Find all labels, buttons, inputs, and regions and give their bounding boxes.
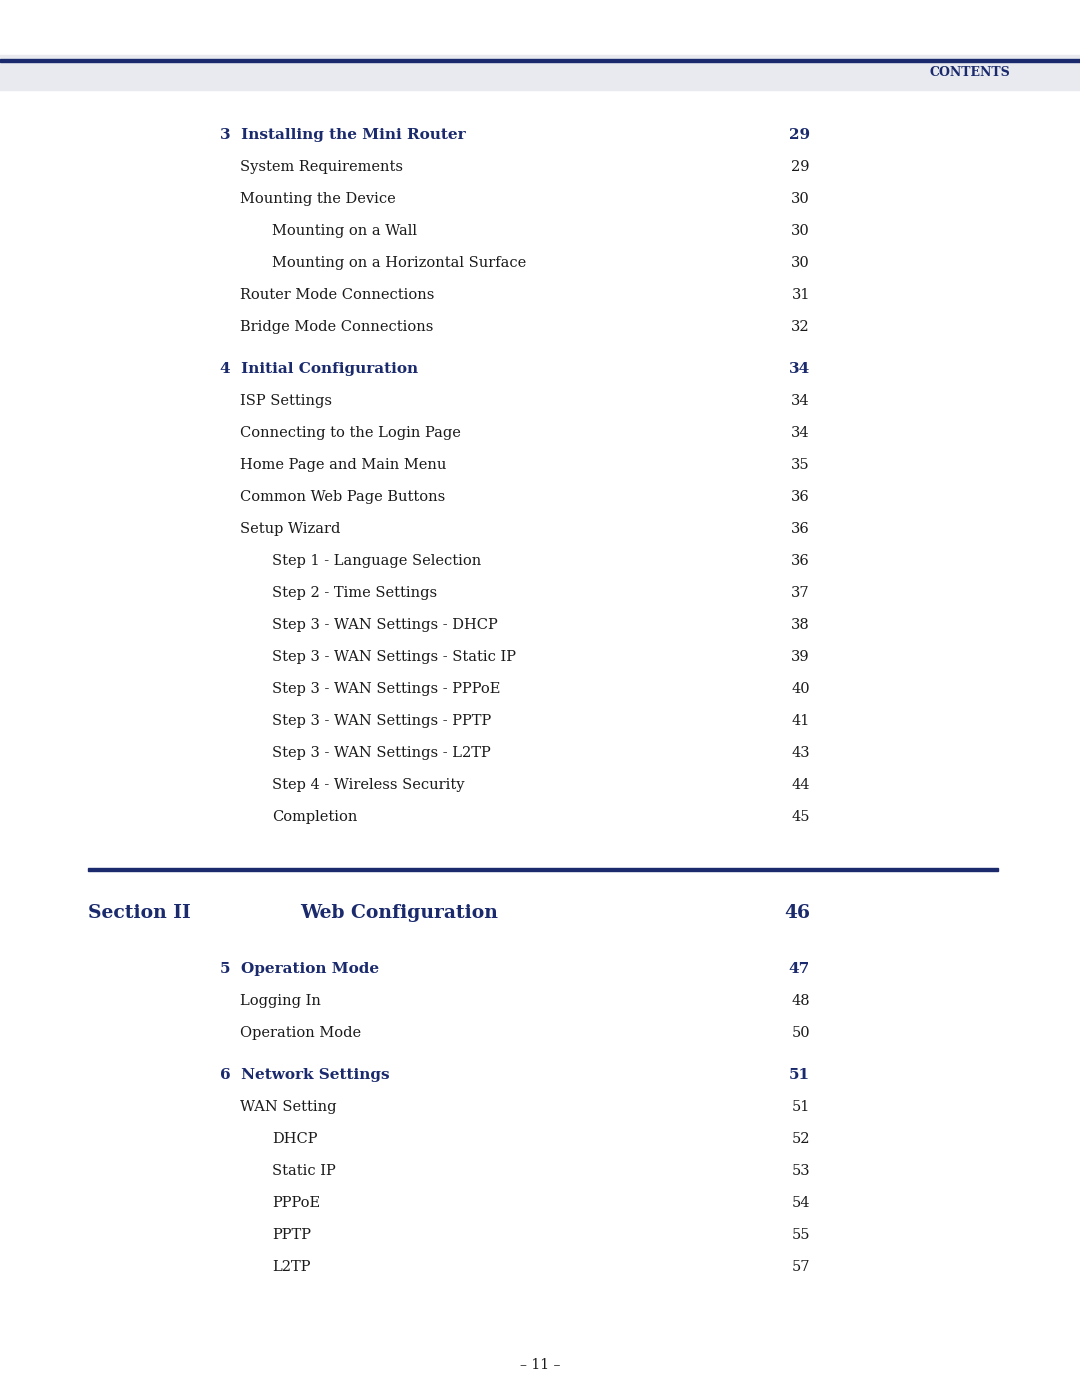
Text: Step 3 - WAN Settings - PPTP: Step 3 - WAN Settings - PPTP: [272, 714, 491, 728]
Text: Section II: Section II: [87, 904, 191, 922]
Text: L2TP: L2TP: [272, 1260, 311, 1274]
Text: Operation Mode: Operation Mode: [240, 1025, 361, 1039]
Text: 38: 38: [792, 617, 810, 631]
Text: Static IP: Static IP: [272, 1164, 336, 1178]
Text: System Requirements: System Requirements: [240, 161, 403, 175]
Text: 32: 32: [792, 320, 810, 334]
Text: 37: 37: [792, 585, 810, 599]
Text: Logging In: Logging In: [240, 995, 321, 1009]
Text: – 11 –: – 11 –: [519, 1358, 561, 1372]
Text: Router Mode Connections: Router Mode Connections: [240, 288, 434, 302]
Bar: [0, 54, 1080, 89]
Text: 39: 39: [792, 650, 810, 664]
Text: 31: 31: [792, 288, 810, 302]
Text: 35: 35: [792, 458, 810, 472]
Text: WAN Setting: WAN Setting: [240, 1099, 337, 1113]
Text: 34: 34: [788, 362, 810, 376]
Text: 5  Operation Mode: 5 Operation Mode: [220, 963, 379, 977]
Text: 41: 41: [792, 714, 810, 728]
Text: Step 3 - WAN Settings - L2TP: Step 3 - WAN Settings - L2TP: [272, 746, 490, 760]
Text: Mounting on a Wall: Mounting on a Wall: [272, 224, 417, 237]
Text: 29: 29: [792, 161, 810, 175]
Text: 40: 40: [792, 682, 810, 696]
Text: 29: 29: [788, 129, 810, 142]
Text: DHCP: DHCP: [272, 1132, 318, 1146]
Text: 30: 30: [792, 256, 810, 270]
Text: ISP Settings: ISP Settings: [240, 394, 332, 408]
Text: PPTP: PPTP: [272, 1228, 311, 1242]
Text: 47: 47: [788, 963, 810, 977]
Text: Step 4 - Wireless Security: Step 4 - Wireless Security: [272, 778, 464, 792]
Text: 43: 43: [792, 746, 810, 760]
Text: Step 2 - Time Settings: Step 2 - Time Settings: [272, 585, 437, 599]
Text: CONTENTS: CONTENTS: [929, 67, 1010, 80]
Text: 57: 57: [792, 1260, 810, 1274]
Bar: [0, 59, 1080, 61]
Text: 4  Initial Configuration: 4 Initial Configuration: [220, 362, 418, 376]
Text: 34: 34: [792, 394, 810, 408]
Text: 30: 30: [792, 191, 810, 205]
Text: 50: 50: [792, 1025, 810, 1039]
Text: 6  Network Settings: 6 Network Settings: [220, 1067, 390, 1083]
Text: 51: 51: [792, 1099, 810, 1113]
Text: 48: 48: [792, 995, 810, 1009]
Text: Mounting on a Horizontal Surface: Mounting on a Horizontal Surface: [272, 256, 526, 270]
Bar: [87, 868, 998, 870]
Text: 52: 52: [792, 1132, 810, 1146]
Text: Mounting the Device: Mounting the Device: [240, 191, 395, 205]
Text: 44: 44: [792, 778, 810, 792]
Text: 51: 51: [788, 1067, 810, 1083]
Text: Step 1 - Language Selection: Step 1 - Language Selection: [272, 555, 482, 569]
Text: Step 3 - WAN Settings - Static IP: Step 3 - WAN Settings - Static IP: [272, 650, 516, 664]
Text: 36: 36: [792, 555, 810, 569]
Text: Step 3 - WAN Settings - PPPoE: Step 3 - WAN Settings - PPPoE: [272, 682, 500, 696]
Text: 3  Installing the Mini Router: 3 Installing the Mini Router: [220, 129, 465, 142]
Text: Bridge Mode Connections: Bridge Mode Connections: [240, 320, 433, 334]
Text: 34: 34: [792, 426, 810, 440]
Text: 53: 53: [792, 1164, 810, 1178]
Text: 45: 45: [792, 810, 810, 824]
Text: 46: 46: [784, 904, 810, 922]
Text: 54: 54: [792, 1196, 810, 1210]
Text: PPPoE: PPPoE: [272, 1196, 320, 1210]
Text: Connecting to the Login Page: Connecting to the Login Page: [240, 426, 461, 440]
Text: 36: 36: [792, 522, 810, 536]
Text: Completion: Completion: [272, 810, 357, 824]
Text: Home Page and Main Menu: Home Page and Main Menu: [240, 458, 446, 472]
Text: Step 3 - WAN Settings - DHCP: Step 3 - WAN Settings - DHCP: [272, 617, 498, 631]
Text: Setup Wizard: Setup Wizard: [240, 522, 340, 536]
Text: Web Configuration: Web Configuration: [300, 904, 498, 922]
Text: Common Web Page Buttons: Common Web Page Buttons: [240, 490, 445, 504]
Text: 30: 30: [792, 224, 810, 237]
Text: 36: 36: [792, 490, 810, 504]
Text: 55: 55: [792, 1228, 810, 1242]
